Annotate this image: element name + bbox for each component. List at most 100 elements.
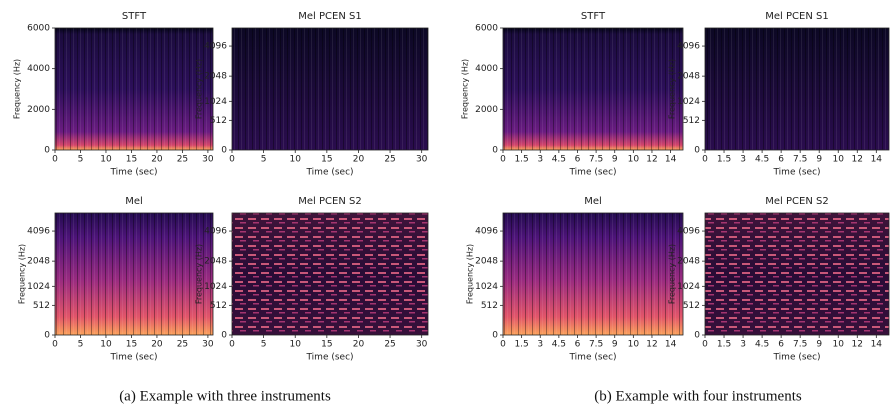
y-tick-label: 6000 — [27, 24, 50, 34]
x-tick-label: 10 — [100, 340, 112, 350]
x-tick-label: 30 — [416, 155, 428, 165]
x-axis-label: Time (sec) — [772, 168, 820, 178]
x-tick-label: 4.5 — [755, 155, 769, 165]
y-tick-label: 2048 — [677, 72, 700, 82]
x-tick-label: 5 — [78, 155, 84, 165]
x-tick-label: 4.5 — [552, 340, 566, 350]
panel-title: STFT — [122, 11, 147, 22]
y-tick-label: 4096 — [27, 227, 50, 237]
x-tick-label: 6 — [575, 155, 581, 165]
x-tick-label: 4.5 — [552, 155, 566, 165]
x-tick-label: 14 — [665, 155, 677, 165]
y-tick-label: 512 — [481, 301, 498, 311]
x-tick-label: 9 — [612, 155, 618, 165]
y-tick-label: 2000 — [475, 105, 498, 115]
spectrogram-texture — [232, 213, 428, 335]
y-tick-label: 2048 — [475, 257, 498, 267]
x-tick-label: 0 — [52, 155, 58, 165]
x-tick-label: 0 — [500, 340, 506, 350]
y-tick-label: 2048 — [204, 72, 227, 82]
y-tick-label: 2048 — [677, 257, 700, 267]
x-axis-label: Time (sec) — [568, 353, 616, 363]
x-tick-label: 7.5 — [793, 340, 807, 350]
x-tick-label: 0 — [500, 155, 506, 165]
y-tick-label: 0 — [221, 146, 227, 156]
x-tick-label: 10 — [100, 155, 112, 165]
x-tick-label: 20 — [353, 155, 365, 165]
x-tick-label: 3 — [740, 340, 746, 350]
panel-title: Mel PCEN S2 — [298, 196, 361, 207]
axes-frame — [704, 27, 890, 151]
x-tick-label: 12 — [646, 155, 657, 165]
panel-title: STFT — [581, 11, 606, 22]
x-tick-label: 25 — [384, 155, 395, 165]
y-tick-label: 512 — [683, 116, 700, 126]
x-tick-label: 1.5 — [514, 155, 528, 165]
y-tick-label: 4096 — [475, 227, 498, 237]
y-tick-label: 1024 — [677, 97, 700, 107]
x-tick-label: 10 — [628, 340, 640, 350]
y-axis-label: Frequency (Hz) — [461, 59, 470, 119]
axes-frame — [502, 27, 684, 151]
axes-frame — [231, 27, 429, 151]
axes-frame — [231, 212, 429, 336]
x-tick-label: 30 — [416, 340, 428, 350]
x-tick-label: 12 — [852, 155, 863, 165]
spectrogram-texture — [503, 213, 683, 335]
panel-title: Mel PCEN S1 — [765, 11, 828, 22]
panel-title: Mel PCEN S1 — [298, 11, 361, 22]
y-tick-label: 512 — [683, 301, 700, 311]
spectrogram-texture — [55, 213, 213, 335]
x-tick-label: 14 — [871, 340, 883, 350]
axes-frame — [54, 212, 214, 336]
x-tick-label: 1.5 — [514, 340, 528, 350]
y-tick-label: 4096 — [677, 227, 700, 237]
x-tick-label: 25 — [177, 155, 188, 165]
y-tick-label: 1024 — [475, 282, 498, 292]
y-tick-label: 6000 — [475, 24, 498, 34]
spectrogram-texture — [705, 28, 889, 150]
x-tick-label: 5 — [261, 340, 267, 350]
y-tick-label: 2000 — [27, 105, 50, 115]
y-tick-label: 4096 — [204, 227, 227, 237]
x-tick-label: 15 — [126, 340, 137, 350]
x-tick-label: 0 — [702, 155, 708, 165]
y-tick-label: 2048 — [27, 257, 50, 267]
y-tick-label: 0 — [221, 331, 227, 341]
x-tick-label: 3 — [740, 155, 746, 165]
x-tick-label: 3 — [537, 340, 543, 350]
axes-frame — [704, 212, 890, 336]
y-tick-label: 1024 — [677, 282, 700, 292]
y-tick-label: 1024 — [27, 282, 50, 292]
x-tick-label: 15 — [321, 155, 332, 165]
y-axis-label: Frequency (Hz) — [195, 244, 204, 304]
y-axis-label: Frequency (Hz) — [466, 244, 475, 304]
x-tick-label: 9 — [816, 155, 822, 165]
x-tick-label: 20 — [353, 340, 365, 350]
y-tick-label: 0 — [694, 146, 700, 156]
y-tick-label: 0 — [492, 146, 498, 156]
x-axis-label: Time (sec) — [305, 353, 353, 363]
x-tick-label: 5 — [78, 340, 84, 350]
x-tick-label: 1.5 — [717, 340, 731, 350]
x-tick-label: 6 — [778, 155, 784, 165]
x-tick-label: 6 — [575, 340, 581, 350]
panel-title: Mel — [125, 196, 143, 207]
y-tick-label: 4000 — [475, 64, 498, 74]
panel-title: Mel PCEN S2 — [765, 196, 828, 207]
x-tick-label: 14 — [871, 155, 883, 165]
axes-frame — [54, 27, 214, 151]
y-tick-label: 512 — [33, 301, 50, 311]
y-axis-label: Frequency (Hz) — [18, 244, 27, 304]
x-tick-label: 0 — [52, 340, 58, 350]
x-tick-label: 3 — [537, 155, 543, 165]
axes-frame — [502, 212, 684, 336]
y-tick-label: 0 — [44, 146, 50, 156]
x-axis-label: Time (sec) — [305, 168, 353, 178]
y-axis-label: Frequency (Hz) — [668, 59, 677, 119]
y-tick-label: 0 — [44, 331, 50, 341]
x-axis-label: Time (sec) — [568, 168, 616, 178]
x-tick-label: 5 — [261, 155, 267, 165]
x-tick-label: 7.5 — [589, 340, 603, 350]
